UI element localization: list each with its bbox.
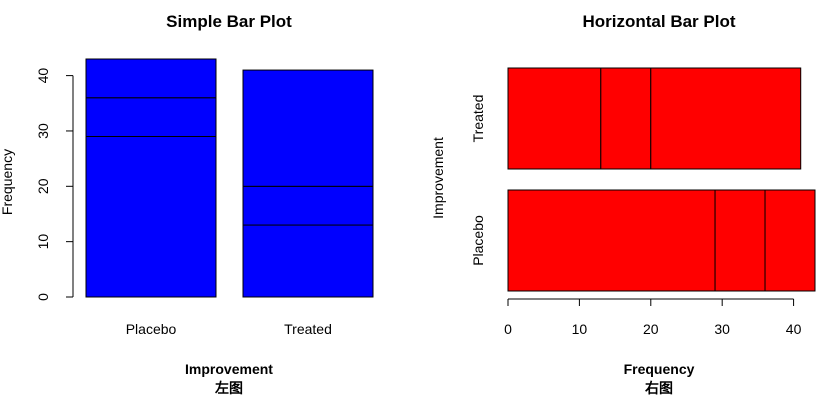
- right-y-categories: Placebo Treated: [470, 95, 486, 266]
- y-tick-label-40: 40: [35, 68, 51, 84]
- right-bars: [507, 67, 816, 292]
- bar-segment-placebo-3: [764, 189, 816, 292]
- left-chart-title: Simple Bar Plot: [166, 12, 292, 31]
- y-category-label-treated: Treated: [470, 95, 486, 143]
- right-y-axis-label: Improvement: [430, 137, 446, 219]
- left-y-axis: 0 10 20 30 40: [35, 68, 74, 301]
- x-category-label-placebo: Placebo: [126, 321, 177, 337]
- bar-segment-treated-1: [242, 224, 374, 298]
- x-tick-label-20: 20: [643, 321, 659, 337]
- bar-segment-treated-2: [242, 185, 374, 226]
- left-y-axis-label: Frequency: [0, 149, 15, 215]
- left-chart: Simple Bar Plot 0 10 20 30 40 Placebo Treated…: [0, 12, 374, 396]
- right-caption: 右图: [644, 380, 673, 396]
- right-x-axis-label: Frequency: [624, 361, 695, 377]
- bar-segment-placebo-3: [85, 58, 217, 99]
- left-x-axis-label: Improvement: [185, 361, 273, 377]
- y-tick-label-30: 30: [35, 123, 51, 139]
- bar-segment-treated-3: [242, 69, 374, 187]
- bar-segment-placebo-2: [85, 97, 217, 137]
- x-tick-label-0: 0: [504, 321, 512, 337]
- bar-segment-treated-2: [600, 67, 652, 170]
- y-category-label-placebo: Placebo: [470, 215, 486, 266]
- y-tick-label-10: 10: [35, 234, 51, 250]
- bar-segment-placebo-2: [714, 189, 766, 292]
- left-bars: [85, 58, 374, 298]
- left-caption: 左图: [214, 380, 243, 396]
- y-tick-label-20: 20: [35, 178, 51, 194]
- bar-segment-placebo-1: [85, 135, 217, 298]
- y-tick-label-0: 0: [35, 293, 51, 301]
- left-x-categories: Placebo Treated: [126, 321, 332, 337]
- right-x-axis: 0 10 20 30 40: [504, 298, 802, 337]
- x-tick-label-40: 40: [786, 321, 802, 337]
- right-chart: Horizontal Bar Plot 0 10 20 30 40 Placebo Tre…: [430, 12, 816, 396]
- right-chart-title: Horizontal Bar Plot: [582, 12, 735, 31]
- x-category-label-treated: Treated: [284, 321, 332, 337]
- x-tick-label-30: 30: [714, 321, 730, 337]
- bar-segment-treated-3: [650, 67, 802, 170]
- x-tick-label-10: 10: [572, 321, 588, 337]
- bar-segment-treated-1: [507, 67, 602, 170]
- bar-segment-placebo-1: [507, 189, 716, 292]
